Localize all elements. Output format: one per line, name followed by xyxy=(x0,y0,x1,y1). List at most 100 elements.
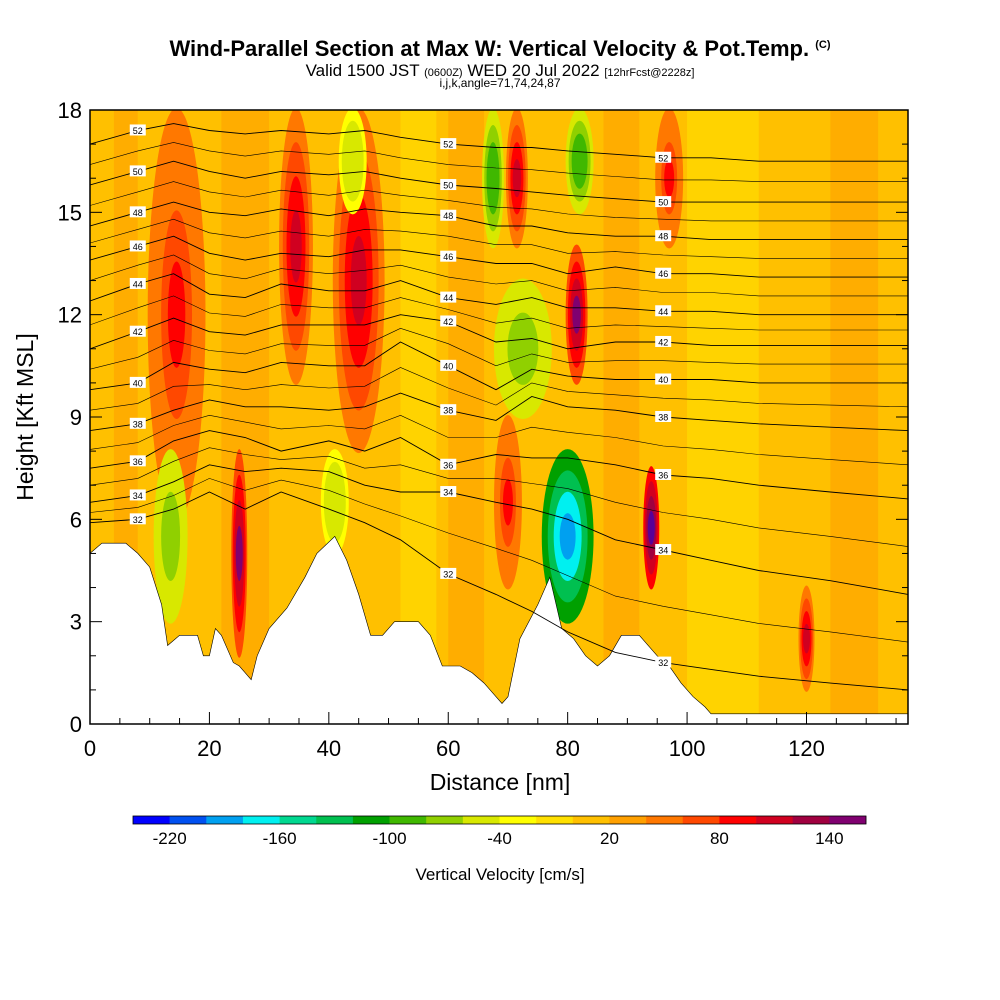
colorbar-swatch-1 xyxy=(169,816,207,824)
theta-label-bg-44-2 xyxy=(655,305,672,317)
theta-contour-38-half xyxy=(90,367,908,411)
colorbar-swatch-7 xyxy=(389,816,427,824)
theta-contour-48-half xyxy=(90,181,908,222)
colorbar-swatch-15 xyxy=(682,816,720,824)
colorbar-swatch-0 xyxy=(133,816,170,824)
theta-label-40-2: 40 xyxy=(658,375,668,385)
y-tick-label-6: 6 xyxy=(70,507,82,532)
theta-label-46-2: 46 xyxy=(658,269,668,279)
theta-label-44-1: 44 xyxy=(443,293,453,303)
colorbar-swatch-11 xyxy=(536,816,574,824)
theta-label-52-1: 52 xyxy=(443,140,453,150)
downdraft-core-0-3 xyxy=(164,513,177,560)
theta-label-48-2: 48 xyxy=(658,232,668,242)
theta-label-38-0: 38 xyxy=(133,419,143,429)
theta-label-bg-46-0 xyxy=(129,240,146,252)
theta-label-34-2: 34 xyxy=(658,546,668,556)
theta-label-bg-50-1 xyxy=(440,179,457,191)
field-band-5 xyxy=(687,110,759,724)
x-tick-label-60: 60 xyxy=(436,736,460,761)
theta-label-bg-38-1 xyxy=(440,404,457,416)
theta-label-36-2: 36 xyxy=(658,470,668,480)
theta-label-42-0: 42 xyxy=(133,327,143,337)
theta-label-36-1: 36 xyxy=(443,460,453,470)
colorbar-label-20: 20 xyxy=(600,829,619,848)
theta-label-bg-40-1 xyxy=(440,359,457,371)
grid-info: i,j,k,angle=71,74,24,87 xyxy=(439,76,561,90)
theta-label-50-1: 50 xyxy=(443,181,453,191)
colorbar-label-80: 80 xyxy=(710,829,729,848)
theta-contour-42-half xyxy=(90,295,908,331)
theta-label-46-1: 46 xyxy=(443,252,453,262)
theta-label-38-1: 38 xyxy=(443,406,453,416)
y-tick-label-12: 12 xyxy=(58,303,82,328)
colorbar-label--160: -160 xyxy=(263,829,297,848)
colorbar-swatch-13 xyxy=(609,816,647,824)
downdraft-core-3-3 xyxy=(488,159,498,198)
colorbar-label--220: -220 xyxy=(153,829,187,848)
colorbar-swatch-18 xyxy=(792,816,830,824)
theta-label-bg-52-2 xyxy=(655,151,672,163)
downdraft-core-2-3 xyxy=(347,146,358,176)
theta-label-bg-36-0 xyxy=(129,455,146,467)
downdraft-core-1-3 xyxy=(329,487,340,518)
y-tick-label-0: 0 xyxy=(70,712,82,737)
theta-label-36-0: 36 xyxy=(133,457,143,467)
colorbar-swatch-9 xyxy=(462,816,500,824)
colorbar-frame xyxy=(132,815,867,825)
colorbar-swatch-4 xyxy=(279,816,317,824)
theta-label-52-0: 52 xyxy=(133,126,143,136)
theta-label-48-1: 48 xyxy=(443,211,453,221)
updraft-core-8-3 xyxy=(664,159,675,198)
y-tick-label-18: 18 xyxy=(58,98,82,123)
downdraft-core-6-3 xyxy=(574,146,585,176)
theta-contour-34-half xyxy=(90,447,908,547)
downdraft-core-4-3 xyxy=(514,329,532,368)
x-tick-label-40: 40 xyxy=(317,736,341,761)
valid-utc: (0600Z) xyxy=(424,67,463,79)
theta-label-bg-48-2 xyxy=(655,230,672,242)
colorbar-swatch-6 xyxy=(352,816,390,824)
theta-label-50-2: 50 xyxy=(658,198,668,208)
terrain xyxy=(89,535,909,725)
x-tick-label-120: 120 xyxy=(788,736,825,761)
theta-label-bg-42-1 xyxy=(440,315,457,327)
colorbar-swatch-16 xyxy=(719,816,757,824)
theta-contour-50-half xyxy=(90,142,908,182)
theta-contour-46-half xyxy=(90,218,908,259)
theta-label-40-0: 40 xyxy=(133,378,143,388)
colorbar-label-140: 140 xyxy=(815,829,843,848)
y-tick-label-15: 15 xyxy=(58,200,82,225)
theta-contours: 32 32 32 34 34 34 36 36 36 38 38 38 40 40 40 42 42 42 44 44… xyxy=(90,123,908,691)
y-tick-label-3: 3 xyxy=(70,610,82,635)
theta-label-bg-32-0 xyxy=(129,513,146,525)
x-tick-label-100: 100 xyxy=(669,736,706,761)
theta-label-bg-50-0 xyxy=(129,165,146,177)
theta-label-32-1: 32 xyxy=(443,569,453,579)
updraft-core-4-3 xyxy=(502,478,513,526)
theta-label-bg-44-1 xyxy=(440,291,457,303)
theta-label-bg-32-1 xyxy=(440,567,457,579)
y-tick-label-9: 9 xyxy=(70,405,82,430)
colorbar-swatch-19 xyxy=(829,816,867,824)
theta-contour-44-half xyxy=(90,254,908,297)
colorbar-swatch-10 xyxy=(499,816,537,824)
colorbar-swatch-5 xyxy=(316,816,354,824)
field-band-6 xyxy=(830,110,879,724)
theta-label-bg-32-2 xyxy=(655,656,672,668)
updraft-core-5-3 xyxy=(512,159,522,198)
theta-contour-40-half xyxy=(90,327,908,370)
updraft-core-9-3 xyxy=(802,623,810,654)
theta-label-bg-34-1 xyxy=(440,486,457,498)
colorbar: -220 -160 -100 -40 20 80 140 xyxy=(132,815,867,848)
colorbar-label--100: -100 xyxy=(373,829,407,848)
colorbar-swatch-8 xyxy=(426,816,464,824)
downdraft-core-5-3 xyxy=(559,513,576,560)
theta-label-bg-42-0 xyxy=(129,325,146,337)
theta-label-bg-36-1 xyxy=(440,458,457,470)
theta-label-34-0: 34 xyxy=(133,491,143,501)
chart-title-main: Wind-Parallel Section at Max W: Vertical… xyxy=(169,36,810,61)
valid-date: WED 20 Jul 2022 xyxy=(467,61,600,80)
updraft-core-2-3 xyxy=(290,210,302,283)
